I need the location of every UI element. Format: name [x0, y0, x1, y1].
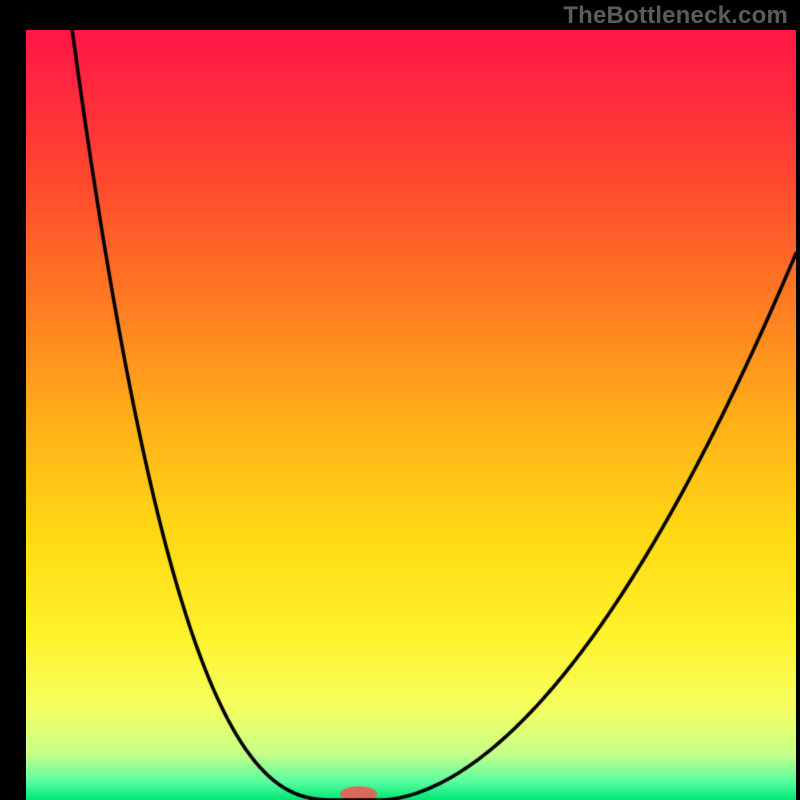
bottleneck-curve-plot — [26, 30, 796, 800]
chart-frame: TheBottleneck.com — [0, 0, 800, 800]
watermark-text: TheBottleneck.com — [563, 2, 788, 30]
